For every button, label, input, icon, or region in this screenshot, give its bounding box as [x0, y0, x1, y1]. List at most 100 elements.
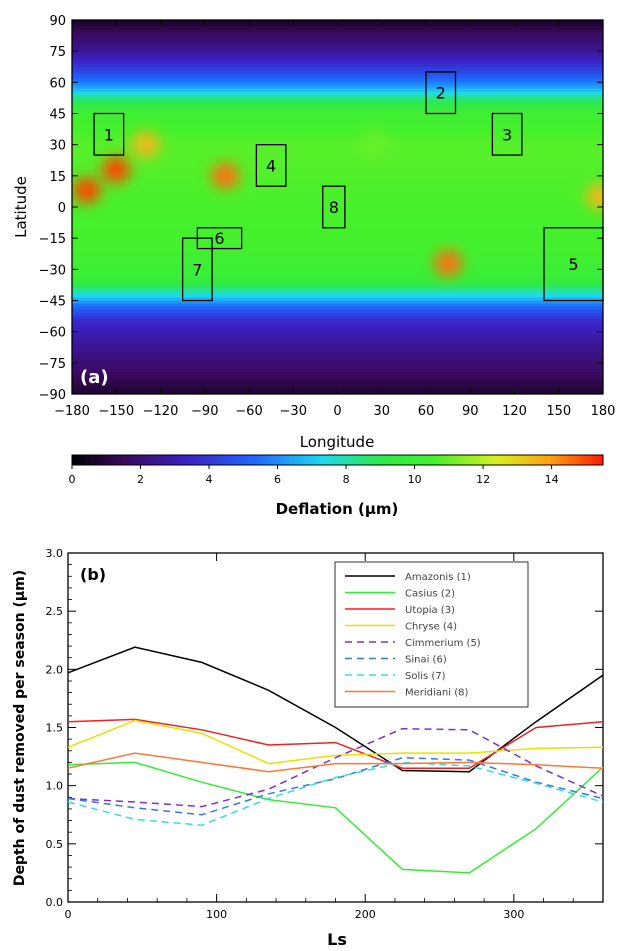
- heatmap-band: [72, 41, 603, 46]
- heatmap-band: [72, 197, 603, 202]
- heatmap-band: [72, 238, 603, 242]
- region-label: 3: [502, 125, 512, 144]
- series-line: [67, 719, 604, 765]
- map-x-tick-label: −90: [191, 404, 218, 419]
- colorbar-tick-label: 6: [274, 473, 281, 486]
- heatmap-band: [72, 278, 603, 283]
- colorbar-label: Deflation (μm): [276, 500, 399, 518]
- map-x-tick-label: −30: [280, 404, 307, 419]
- map-x-tick-label: 90: [462, 404, 479, 419]
- heatmap-band: [72, 359, 603, 364]
- map-panel-label: (a): [80, 367, 109, 388]
- heatmap-band: [72, 107, 603, 111]
- line-chart-panel: 0 100 200 300 0.0 0.5 1.0 1.5 2.0 2.5 3.0 (b) Amaz…: [12, 547, 604, 949]
- heatmap-band: [72, 157, 603, 161]
- legend-label: Chryse (4): [405, 622, 457, 633]
- heatmap-band: [72, 29, 603, 34]
- map-y-tick-label: −75: [39, 357, 66, 372]
- heatmap-band: [72, 250, 603, 255]
- heatmap-band: [72, 188, 603, 193]
- heatmap-band: [72, 72, 603, 77]
- heatmap-band: [72, 48, 603, 52]
- heatmap-band: [72, 66, 603, 71]
- heatmap-band: [72, 309, 603, 314]
- map-y-tick-label: 90: [49, 14, 66, 29]
- legend-label: Casius (2): [405, 589, 455, 600]
- heatmap-band: [72, 303, 603, 308]
- heatmap-band: [72, 297, 603, 302]
- map-y-tick-label: 45: [49, 108, 66, 123]
- heatmap-band: [72, 300, 603, 305]
- heatmap-band: [72, 160, 603, 164]
- map-x-tick-label: 180: [591, 404, 616, 419]
- heatmap-band: [72, 210, 603, 214]
- heatmap-band: [72, 35, 603, 40]
- heatmap-band: [72, 384, 603, 389]
- heatmap-band: [72, 312, 603, 317]
- heatmap-band: [72, 150, 603, 155]
- series-line: [67, 752, 604, 773]
- heatmap-band: [72, 263, 603, 267]
- deflation-heatmap: [72, 20, 603, 394]
- heatmap-band: [72, 284, 603, 289]
- line-x-tick-label: 100: [206, 908, 227, 921]
- heatmap-band: [72, 256, 603, 261]
- heatmap-band: [72, 241, 603, 245]
- map-y-axis-label: Latitude: [12, 176, 30, 238]
- line-y-tick-label: 2.0: [46, 663, 64, 676]
- colorbar-tick-label: 0: [69, 473, 76, 486]
- heatmap-band: [72, 88, 603, 93]
- line-x-tick-label: 300: [503, 908, 524, 921]
- heatmap-band: [72, 259, 603, 264]
- heatmap-band: [72, 69, 603, 74]
- legend-label: Utopia (3): [405, 605, 455, 616]
- heatmap-band: [72, 147, 603, 152]
- heatmap-band: [72, 154, 603, 158]
- heatmap-band: [72, 337, 603, 342]
- colorbar-tick-label: 10: [408, 473, 422, 486]
- heatmap-band: [72, 97, 603, 102]
- heatmap-band: [72, 375, 603, 380]
- heatmap-band: [72, 247, 603, 252]
- colorbar-tick-label: 2: [137, 473, 144, 486]
- region-box: [425, 71, 457, 115]
- heatmap-band: [72, 116, 603, 121]
- heatmap-band: [72, 119, 603, 124]
- heatmap-band: [72, 281, 603, 286]
- map-y-tick-label: −45: [39, 295, 66, 310]
- heatmap-band: [72, 44, 603, 49]
- heatmap-band: [72, 122, 603, 127]
- heatmap-hotspot: [360, 131, 389, 158]
- line-y-axis-label: Depth of dust removed per season (μm): [12, 570, 28, 886]
- map-x-tick-label: −120: [143, 404, 179, 419]
- heatmap-band: [72, 79, 603, 83]
- colorbar-tick-label: 8: [343, 473, 350, 486]
- colorbar-tick-label: 14: [545, 473, 559, 486]
- heatmap-band: [72, 182, 603, 186]
- map-y-tick-label: −30: [39, 263, 66, 278]
- heatmap-band: [72, 231, 603, 236]
- heatmap-band: [72, 191, 603, 196]
- line-y-tick-label: 1.5: [46, 722, 64, 735]
- region-box: [255, 144, 287, 187]
- heatmap-band: [72, 347, 603, 351]
- heatmap-band: [72, 291, 603, 295]
- series-line: [67, 756, 604, 816]
- heatmap-band: [72, 334, 603, 339]
- heatmap-band: [72, 222, 603, 227]
- line-series-group: [67, 646, 604, 874]
- longitude-ticks: −180 −150 −120 −90 −60 −30 0 30 60 90 120 150 180: [54, 20, 615, 419]
- series-line: [67, 718, 604, 769]
- heatmap-hotspot: [131, 131, 160, 158]
- line-y-tick-label: 2.5: [46, 605, 64, 618]
- heatmap-band: [72, 350, 603, 355]
- heatmap-band: [72, 294, 603, 298]
- colorbar-gradient: [71, 454, 604, 466]
- region-boxes: 1 2 3 4 5 67 8: [93, 71, 604, 302]
- legend: Amazonis (1) Casius (2) Utopia (3) Chryse (…: [334, 561, 529, 708]
- region-label: 1: [104, 125, 114, 144]
- map-y-tick-label: 0: [58, 201, 66, 216]
- line-x-tick-label: 200: [355, 908, 376, 921]
